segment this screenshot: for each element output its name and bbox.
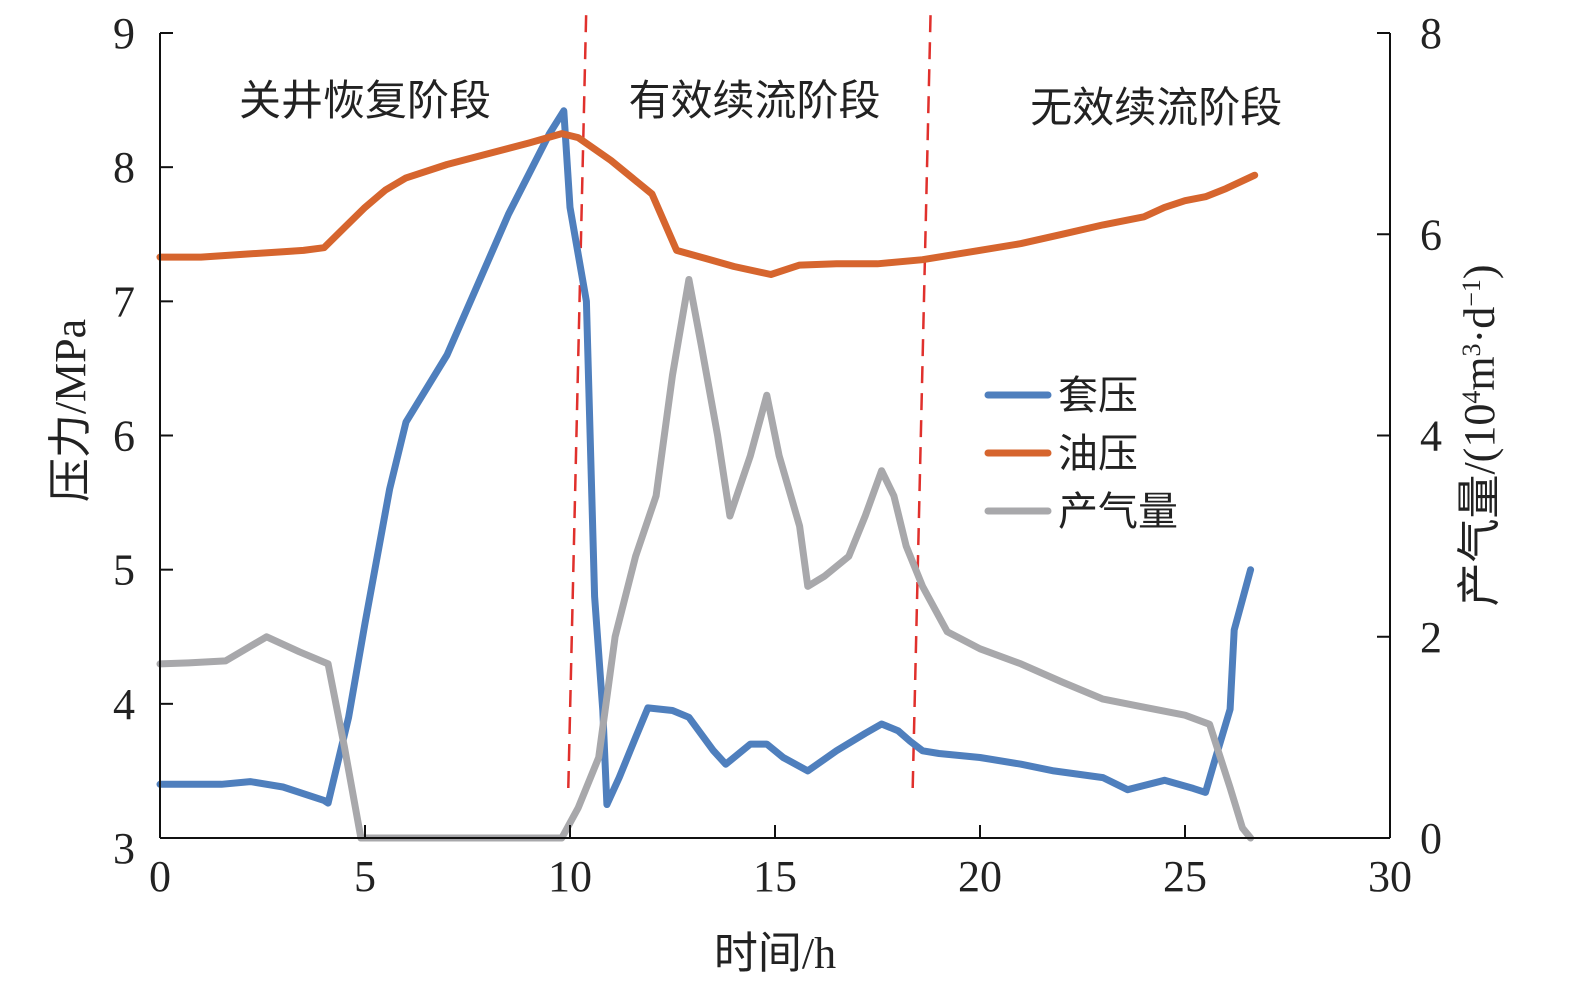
left-y-axis-title: 压力/MPa bbox=[46, 319, 95, 502]
x-tick-label: 25 bbox=[1163, 852, 1207, 901]
right-y-axis-title-part: 产气量/(10 bbox=[1455, 404, 1504, 607]
right-y-axis-title-part: ) bbox=[1455, 264, 1504, 279]
left-y-tick-label: 8 bbox=[113, 143, 135, 192]
series-line-2 bbox=[156, 130, 1259, 278]
series-line-3 bbox=[156, 276, 1255, 842]
phase-boundary-line bbox=[567, 7, 588, 789]
x-axis-title: 时间/h bbox=[714, 929, 836, 978]
right-y-tick-label: 8 bbox=[1420, 9, 1442, 58]
left-y-tick-label: 5 bbox=[113, 546, 135, 595]
x-tick-label: 15 bbox=[753, 852, 797, 901]
axes: 0 5 10 15 20 25 30 3 4 5 6 7 8 9 0 2 4 6 8 bbox=[113, 9, 1442, 901]
phase-boundary-line bbox=[911, 7, 932, 789]
right-y-axis-title-part: 4 bbox=[1457, 391, 1486, 404]
legend-label: 产气量 bbox=[1058, 489, 1178, 535]
right-y-axis-title-part: m bbox=[1455, 356, 1504, 390]
phase-label: 无效续流阶段 bbox=[1030, 83, 1282, 132]
axis-titles: 时间/h 压力/MPa 产气量/(104m3·d−1) bbox=[46, 264, 1504, 978]
right-y-tick-label: 0 bbox=[1420, 814, 1442, 863]
right-y-tick-label: 2 bbox=[1420, 613, 1442, 662]
x-tick-label: 10 bbox=[548, 852, 592, 901]
left-y-tick-label: 7 bbox=[113, 277, 135, 326]
right-y-axis-title-part: ·d bbox=[1455, 307, 1504, 344]
phase-label: 关井恢复阶段 bbox=[239, 76, 491, 125]
phase-labels: 关井恢复阶段 有效续流阶段 无效续流阶段 bbox=[239, 76, 1282, 132]
left-y-tick-label: 4 bbox=[113, 680, 135, 729]
x-tick-label: 0 bbox=[149, 852, 171, 901]
right-y-axis-title-part: 3 bbox=[1457, 343, 1486, 356]
left-y-tick-label: 3 bbox=[113, 824, 135, 873]
right-y-axis-title: 产气量/(104m3·d−1) bbox=[1455, 264, 1504, 606]
left-y-tick-label: 9 bbox=[113, 9, 135, 58]
x-tick-label: 30 bbox=[1368, 852, 1412, 901]
right-y-tick-label: 6 bbox=[1420, 210, 1442, 259]
legend-label: 油压 bbox=[1058, 431, 1138, 477]
legend-label: 套压 bbox=[1058, 373, 1138, 419]
left-y-tick-label: 6 bbox=[113, 412, 135, 461]
series-line-1 bbox=[156, 107, 1255, 808]
series-lines bbox=[156, 107, 1259, 842]
x-tick-label: 20 bbox=[958, 852, 1002, 901]
right-y-axis-title-part: −1 bbox=[1457, 279, 1486, 307]
right-y-tick-label: 4 bbox=[1420, 412, 1442, 461]
x-tick-label: 5 bbox=[354, 852, 376, 901]
phase-label: 有效续流阶段 bbox=[628, 76, 880, 125]
